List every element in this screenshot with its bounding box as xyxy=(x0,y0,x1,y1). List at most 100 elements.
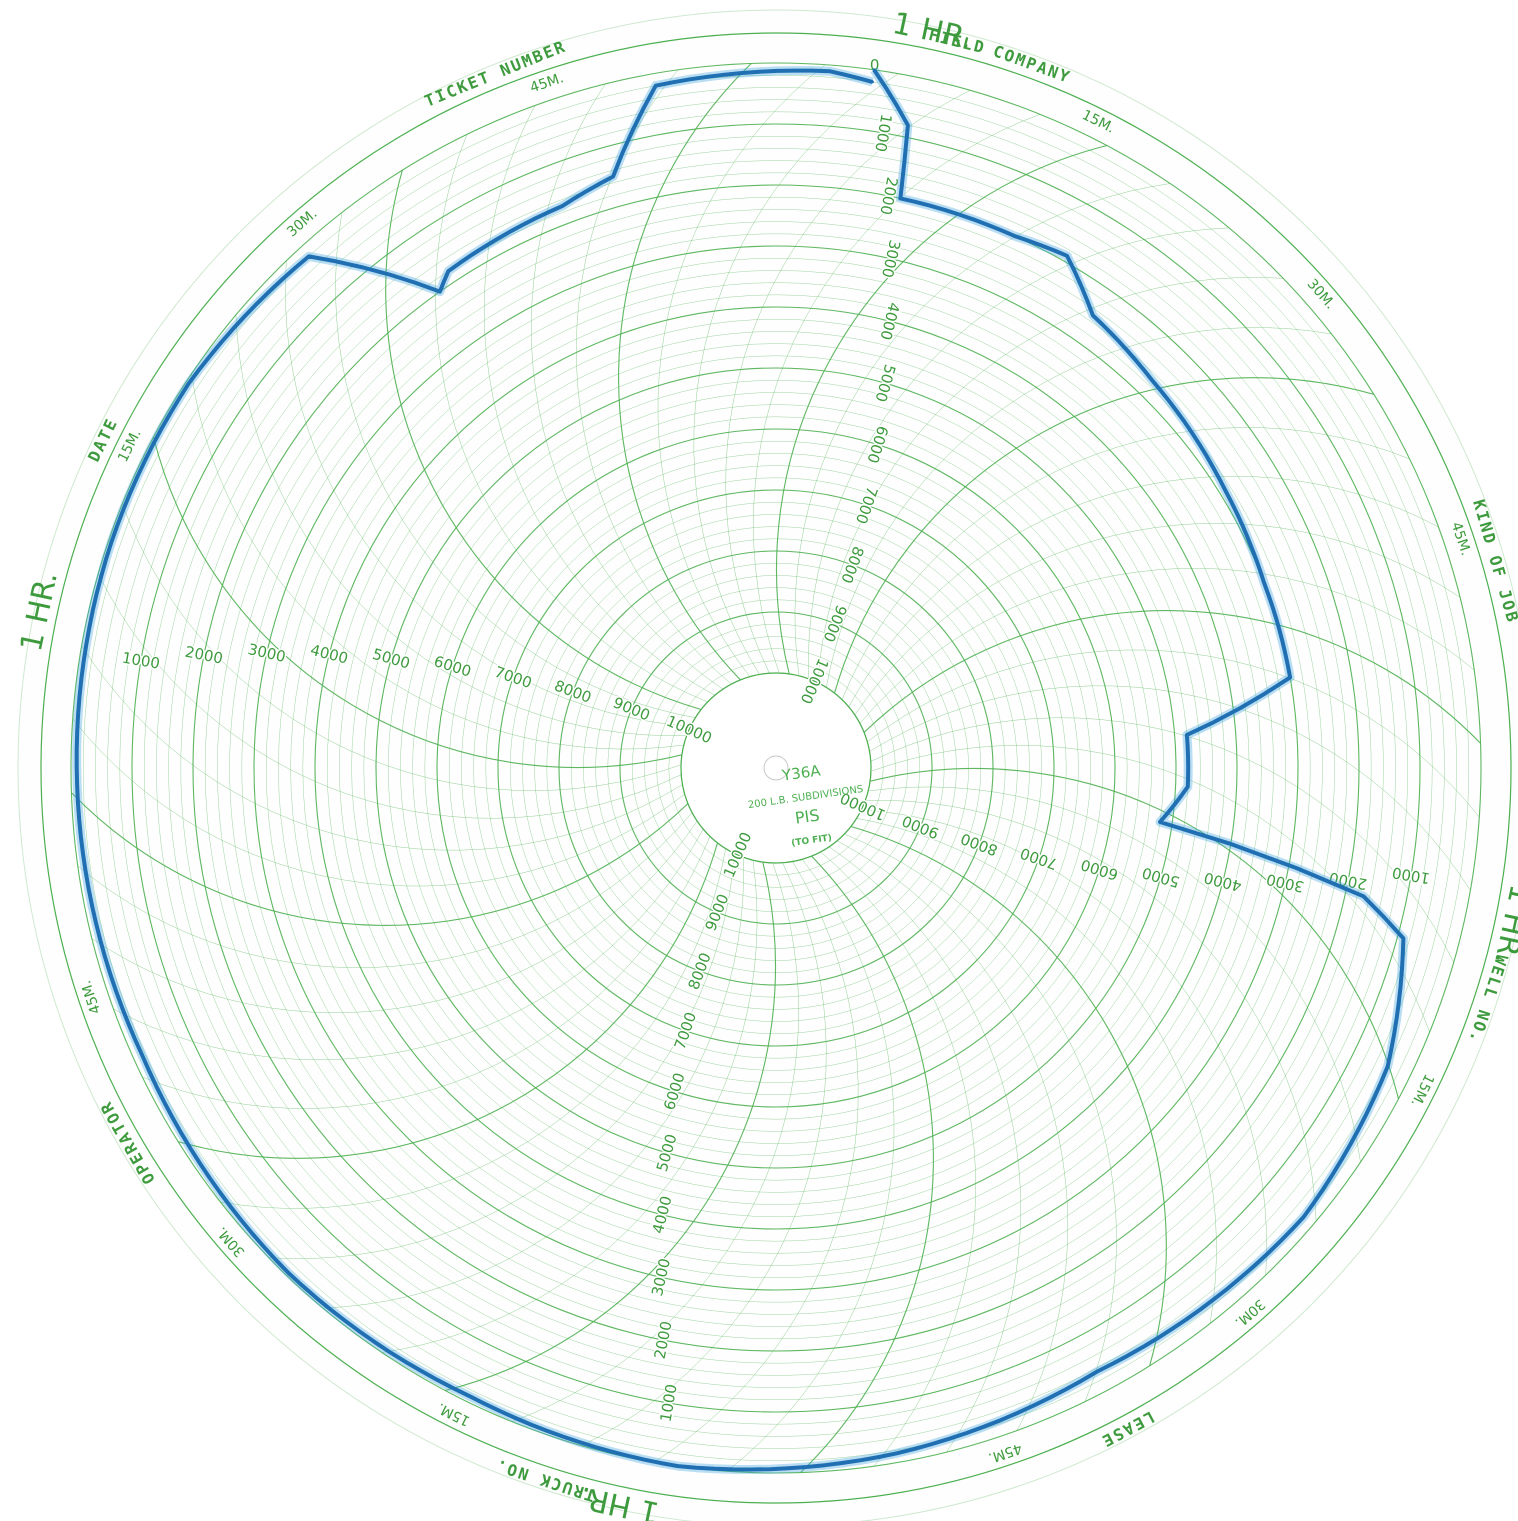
time-arc-major xyxy=(385,169,702,711)
time-arc-major xyxy=(152,436,683,769)
time-arc-minor xyxy=(820,851,976,1467)
pressure-ring-minor xyxy=(143,135,1409,1401)
time-arc-minor xyxy=(77,812,693,968)
hub-ring xyxy=(680,672,872,864)
time-arc-minor xyxy=(142,836,711,1109)
time-arc-minor xyxy=(826,327,1332,688)
trace-point xyxy=(187,382,191,386)
trace-point xyxy=(1262,581,1266,585)
trace-point xyxy=(1186,785,1190,789)
time-arc-minor xyxy=(836,840,1069,1431)
pressure-ring-minor xyxy=(217,209,1335,1327)
pressure-ring-minor xyxy=(607,599,945,937)
pressure-ring-minor xyxy=(534,526,1018,1010)
pressure-ring-minor xyxy=(302,294,1250,1242)
pressure-ring-minor xyxy=(265,257,1287,1279)
trace-point xyxy=(446,269,450,273)
time-arc-minor xyxy=(867,649,1480,818)
pressure-ring-minor xyxy=(339,331,1213,1205)
trace-point xyxy=(110,540,113,544)
model-label: Y36A xyxy=(780,761,822,784)
trace-point xyxy=(1013,234,1017,238)
trace-point xyxy=(906,123,910,127)
time-arc-minor xyxy=(91,820,698,1014)
pressure-ring-major xyxy=(70,62,1482,1474)
pressure-ring-minor xyxy=(278,270,1274,1266)
time-arc-minor xyxy=(191,373,684,750)
pressure-ring-minor xyxy=(473,465,1079,1071)
pressure-ring-minor xyxy=(522,514,1030,1022)
time-arc-minor xyxy=(726,859,895,1472)
pressure-ring-minor xyxy=(644,636,908,900)
pressure-trace xyxy=(72,66,1408,1474)
time-arcs xyxy=(71,63,1481,1473)
trace-point xyxy=(895,1451,899,1455)
time-arc-minor xyxy=(817,277,1284,683)
time-arc-minor xyxy=(235,314,687,736)
pressure-ring-minor xyxy=(448,440,1104,1096)
trace-point xyxy=(438,290,442,294)
time-arc-minor xyxy=(870,717,1454,963)
time-arc-minor xyxy=(828,846,1022,1453)
time-arc-minor xyxy=(530,83,724,690)
time-arc-minor xyxy=(856,818,1217,1324)
time-arc-minor xyxy=(865,800,1317,1222)
time-arc-major xyxy=(833,377,1375,694)
time-arc-minor xyxy=(794,183,1171,676)
trace-point xyxy=(1185,733,1189,737)
pressure-ring-minor xyxy=(119,111,1433,1425)
pressure-ring-major xyxy=(375,367,1177,1169)
trace-point xyxy=(1091,313,1095,317)
trace-line xyxy=(74,68,1406,1472)
time-arc-minor xyxy=(113,828,704,1061)
trace-point xyxy=(1065,254,1069,258)
time-arc-minor xyxy=(841,427,1410,700)
time-arc-minor xyxy=(435,134,708,703)
trace-point xyxy=(1095,1370,1099,1374)
time-arc-minor xyxy=(725,90,971,674)
trace-point xyxy=(872,68,876,72)
time-arc-minor xyxy=(483,105,716,696)
pressure-ring-minor xyxy=(424,416,1128,1120)
pressure-ring-major xyxy=(131,123,1421,1413)
time-arc-minor xyxy=(98,573,682,819)
time-arc-major xyxy=(800,855,934,1473)
pressure-ring-minor xyxy=(546,538,1006,998)
pressure-ring-minor xyxy=(631,623,921,913)
time-arc-minor xyxy=(859,568,1475,724)
pressure-ring-major xyxy=(314,306,1238,1230)
spindle-hole xyxy=(763,755,789,781)
trace-point xyxy=(1288,675,1292,679)
trace-point xyxy=(828,69,832,73)
time-arc-minor xyxy=(653,861,859,1463)
time-arc-major xyxy=(775,144,1108,675)
pressure-ring-minor xyxy=(485,477,1067,1059)
time-arc-major xyxy=(444,861,777,1392)
trace-point xyxy=(870,80,874,84)
time-arc-minor xyxy=(854,522,1461,716)
time-arc-minor xyxy=(693,73,899,675)
time-arc-minor xyxy=(72,718,685,887)
pressure-ring-minor xyxy=(656,648,896,888)
time-arc-minor xyxy=(381,860,758,1353)
pressure-ring-minor xyxy=(351,343,1201,1193)
time-arc-minor xyxy=(861,809,1267,1276)
time-arc-minor xyxy=(869,685,1471,891)
pressure-ring-minor xyxy=(107,99,1445,1437)
time-arc-minor xyxy=(511,862,799,1422)
trace-point xyxy=(561,204,564,208)
pressure-ring-minor xyxy=(509,501,1043,1035)
time-arc-major xyxy=(869,767,1400,1100)
time-arc-minor xyxy=(844,833,1117,1402)
outer-ring xyxy=(40,32,1512,1504)
time-arc-minor xyxy=(868,786,1361,1163)
time-arc-minor xyxy=(657,64,826,677)
trace-point xyxy=(76,800,80,804)
pressure-ring-major xyxy=(558,550,994,986)
time-arc-minor xyxy=(81,645,683,851)
pressure-ring-minor xyxy=(400,392,1152,1144)
time-arc-major xyxy=(71,792,689,926)
time-arc-major xyxy=(177,842,719,1159)
trace-point xyxy=(1362,894,1365,898)
